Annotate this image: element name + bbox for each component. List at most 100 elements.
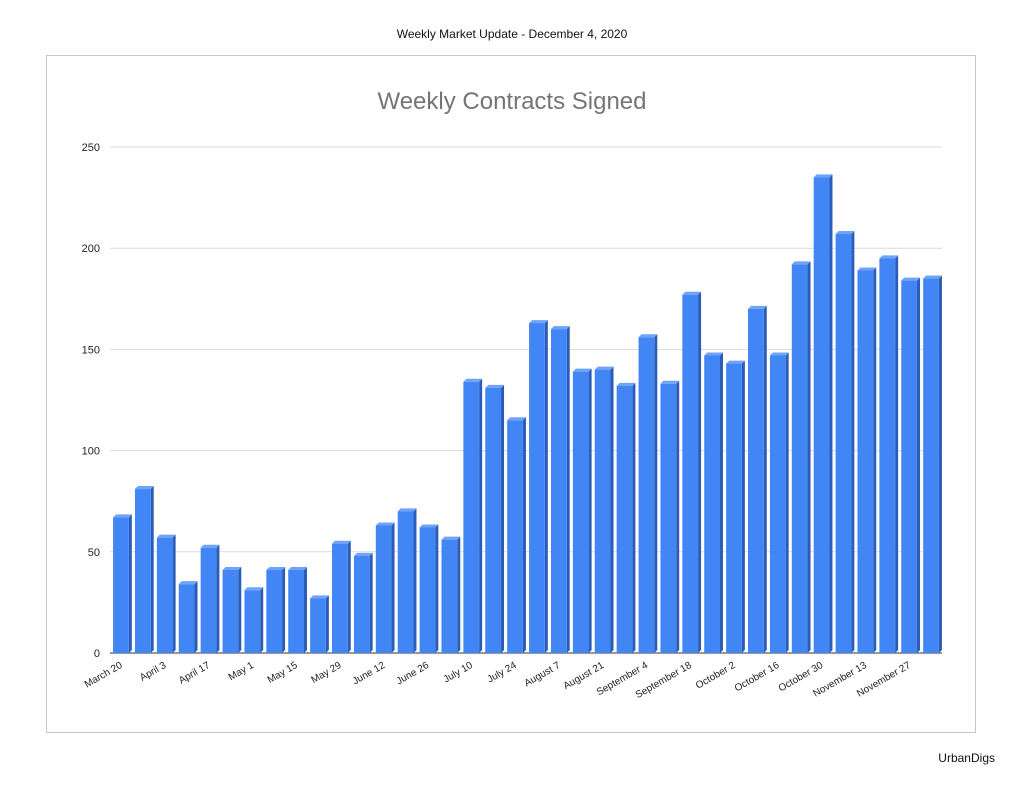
bar-front <box>419 527 436 653</box>
bar-side <box>435 524 439 653</box>
bar-side <box>807 261 811 653</box>
bar-front <box>375 525 392 653</box>
bar-top <box>310 595 329 599</box>
page-header: Weekly Market Update - December 4, 2020 <box>396 27 628 41</box>
bar-front <box>244 590 261 653</box>
bar <box>375 522 395 653</box>
bar-top <box>244 587 264 591</box>
x-tick-label: May 1 <box>227 660 256 683</box>
bar <box>244 587 264 653</box>
bar-side <box>413 508 417 653</box>
bar-front <box>857 270 874 653</box>
x-tick-label: June 12 <box>351 660 388 688</box>
bar <box>288 567 307 653</box>
bar-side <box>873 267 877 653</box>
bar-side <box>610 366 614 653</box>
bar <box>857 267 877 653</box>
y-tick-label: 50 <box>88 547 100 559</box>
bar-top <box>682 291 702 295</box>
bar <box>266 567 286 653</box>
bar-top <box>879 255 899 259</box>
bar-top <box>748 305 767 309</box>
bar <box>550 326 570 653</box>
bar-front <box>594 369 611 653</box>
bar <box>594 366 614 653</box>
bar <box>682 291 702 653</box>
bar <box>726 360 745 653</box>
bar-side <box>676 380 680 653</box>
bar <box>529 320 548 653</box>
bar <box>507 417 526 653</box>
bar-side <box>150 486 154 653</box>
bar-front <box>660 383 677 653</box>
bar-front <box>748 308 764 653</box>
bar-side <box>851 231 855 654</box>
bar-top <box>485 384 505 388</box>
bar-side <box>194 581 198 653</box>
bar-side <box>260 587 264 653</box>
bar-front <box>791 264 808 653</box>
x-tick-label: October 16 <box>733 660 782 694</box>
bar-top <box>134 486 154 490</box>
bar-top <box>288 567 307 571</box>
bar-front <box>332 543 348 653</box>
bar-front <box>879 258 896 653</box>
bar-top <box>594 366 614 370</box>
x-tick-label: July 10 <box>442 660 475 686</box>
x-tick-label: April 17 <box>177 660 212 687</box>
bar-top <box>923 275 942 279</box>
bars <box>113 174 942 654</box>
bar <box>222 567 242 653</box>
bar <box>134 486 154 653</box>
bar-side <box>457 536 461 653</box>
bar <box>704 352 723 653</box>
bar <box>310 595 329 653</box>
x-tick-label: May 29 <box>309 660 343 686</box>
bar-front <box>397 511 414 653</box>
y-axis: 0 50 100 150 200 250 <box>82 142 100 660</box>
x-tick-label: August 7 <box>523 660 563 689</box>
bar-side <box>369 552 373 653</box>
bar <box>419 524 439 653</box>
bar-front <box>134 489 151 653</box>
bar <box>463 378 483 653</box>
bar-front <box>616 385 633 653</box>
bar <box>485 384 505 653</box>
bar-side <box>501 384 505 653</box>
bar-front <box>288 570 304 653</box>
bar-front <box>726 363 742 653</box>
bar <box>791 261 811 653</box>
x-tick-label: April 3 <box>138 660 168 684</box>
bar-front <box>901 280 918 653</box>
bar-side <box>303 567 307 653</box>
bar-top <box>266 567 286 571</box>
bar-front <box>813 177 830 654</box>
bar-side <box>938 275 942 653</box>
bar-top <box>419 524 439 528</box>
bar-front <box>529 323 545 653</box>
bar-top <box>200 544 220 548</box>
bar <box>441 536 461 653</box>
bar-top <box>857 267 877 271</box>
bar-front <box>266 570 283 653</box>
bar-top <box>463 378 483 382</box>
y-tick-label: 200 <box>82 243 100 255</box>
bar-side <box>172 534 176 653</box>
bar-front <box>835 234 852 654</box>
bar-side <box>719 352 723 653</box>
bar <box>923 275 942 653</box>
bar-side <box>347 540 351 653</box>
x-tick-label: June 26 <box>395 660 432 688</box>
x-tick-label: May 15 <box>266 660 300 686</box>
bar <box>769 352 789 653</box>
bar-side <box>238 567 242 653</box>
bar-front <box>769 355 786 653</box>
bar-side <box>895 255 899 653</box>
bar-top <box>441 536 461 540</box>
bar-top <box>375 522 395 526</box>
bar-front <box>638 337 655 653</box>
bar-top <box>113 514 132 518</box>
x-tick-label: October 2 <box>694 660 738 692</box>
bar-top <box>332 540 351 544</box>
